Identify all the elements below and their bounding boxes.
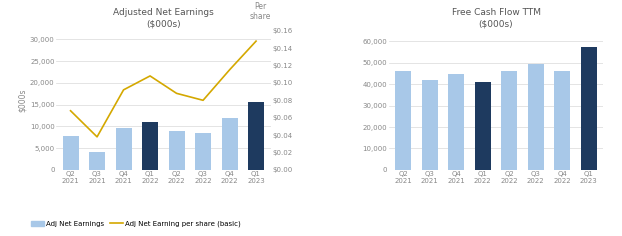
Bar: [169, 131, 185, 170]
Bar: [63, 136, 78, 170]
Legend: Adj Net Earnings, Adj Net Earning per share (basic): Adj Net Earnings, Adj Net Earning per sh…: [29, 218, 244, 230]
Text: Per
share: Per share: [249, 1, 271, 21]
Title: Adjusted Net Earnings
($000s): Adjusted Net Earnings ($000s): [113, 8, 214, 29]
Bar: [89, 152, 105, 170]
Bar: [142, 122, 158, 170]
Bar: [501, 71, 518, 170]
Bar: [554, 71, 570, 170]
Bar: [396, 71, 411, 170]
Bar: [422, 80, 438, 170]
Bar: [195, 133, 211, 170]
Bar: [448, 74, 464, 170]
Bar: [116, 128, 131, 170]
Title: Free Cash Flow TTM
($000s): Free Cash Flow TTM ($000s): [452, 8, 541, 29]
Bar: [528, 64, 544, 170]
Bar: [581, 47, 596, 170]
Bar: [475, 82, 491, 170]
Y-axis label: $000s: $000s: [18, 88, 27, 112]
Bar: [221, 118, 238, 170]
Bar: [248, 102, 264, 170]
